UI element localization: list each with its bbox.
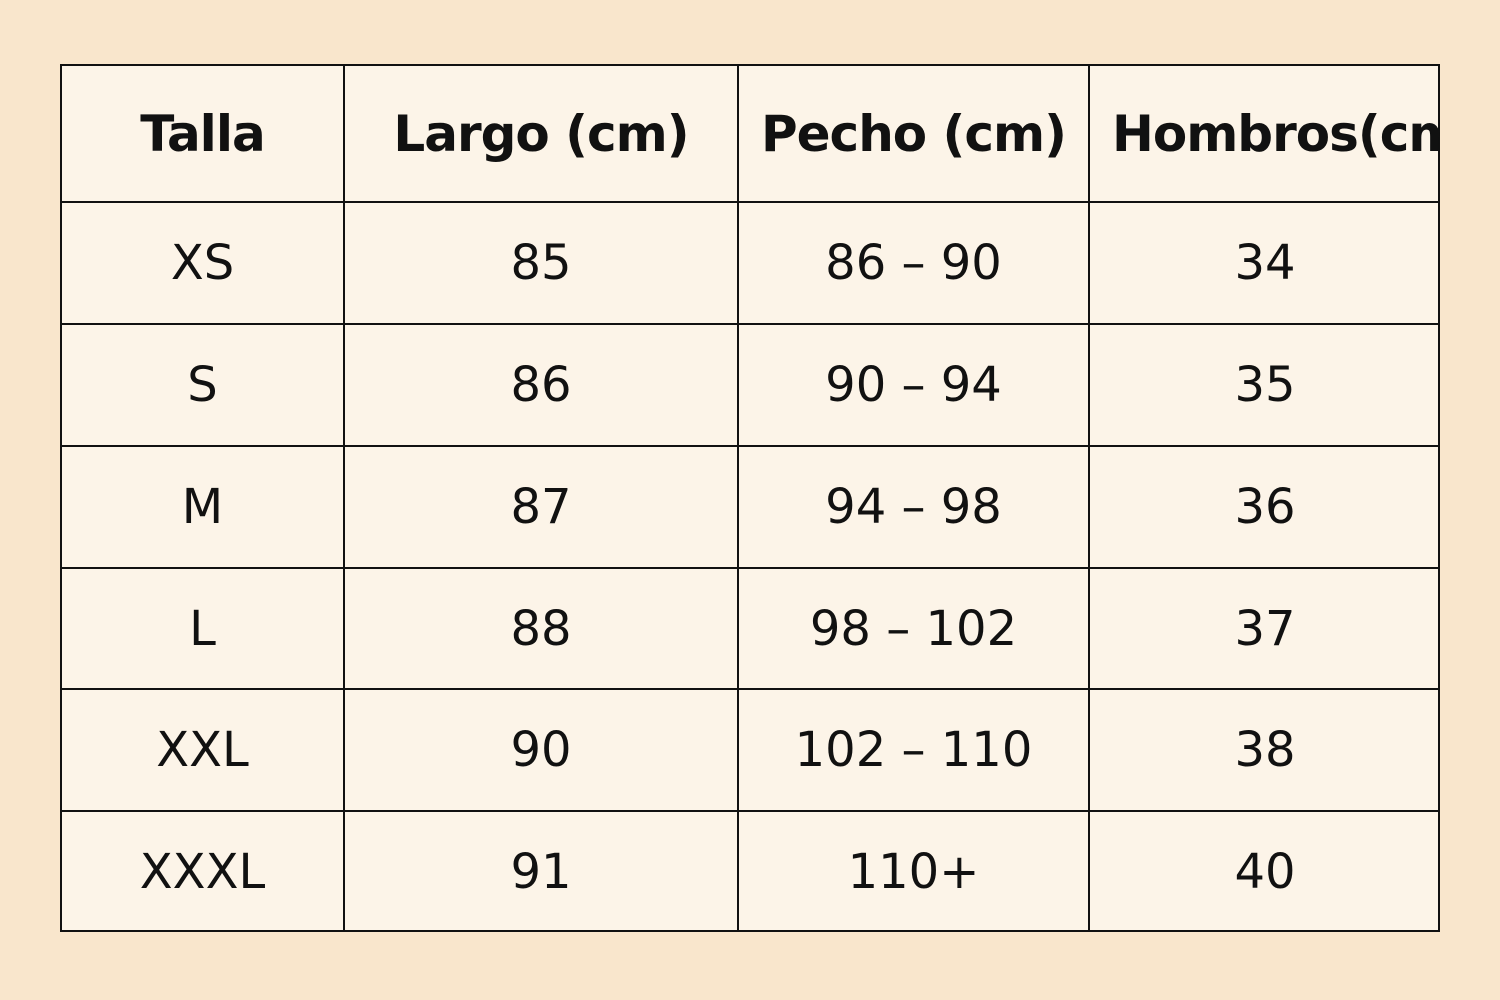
table-cell: XS <box>62 203 345 325</box>
table-cell: M <box>62 447 345 569</box>
table-cell: 37 <box>1090 569 1440 690</box>
table-cell: 38 <box>1090 690 1440 812</box>
table-cell: 40 <box>1234 844 1296 900</box>
header-cell: Pecho (cm) <box>739 66 1090 203</box>
header-cell: Talla <box>62 66 345 203</box>
header-cell: Largo (cm) <box>345 66 739 203</box>
table-cell: S <box>62 325 345 447</box>
header-cell: Hombros(cm <box>1090 66 1440 203</box>
table-cell: 36 <box>1090 447 1440 569</box>
table-cell: XXXL <box>62 812 345 932</box>
table-cell: 87 <box>345 447 739 569</box>
table-cell: 86 <box>345 325 739 447</box>
table-cell: 85 <box>345 203 739 325</box>
table-cell: 98 – 102 <box>739 569 1090 690</box>
table-cell: 88 <box>345 569 739 690</box>
table-cell: XXL <box>62 690 345 812</box>
table-cell: 34 <box>1090 203 1440 325</box>
table-cell: 110+ <box>739 812 1090 932</box>
table-cell: 90 – 94 <box>739 325 1090 447</box>
table-cell: 91 <box>345 812 739 932</box>
size-table: Talla Largo (cm) Pecho (cm) Hombros(cm XS 85 8… <box>60 64 1440 932</box>
table-cell: 35 <box>1090 325 1440 447</box>
table-cell: 102 – 110 <box>739 690 1090 812</box>
table-cell: 86 – 90 <box>739 203 1090 325</box>
table-cell: 90 <box>345 690 739 812</box>
table-cell: L <box>62 569 345 690</box>
table-cell: 94 – 98 <box>739 447 1090 569</box>
